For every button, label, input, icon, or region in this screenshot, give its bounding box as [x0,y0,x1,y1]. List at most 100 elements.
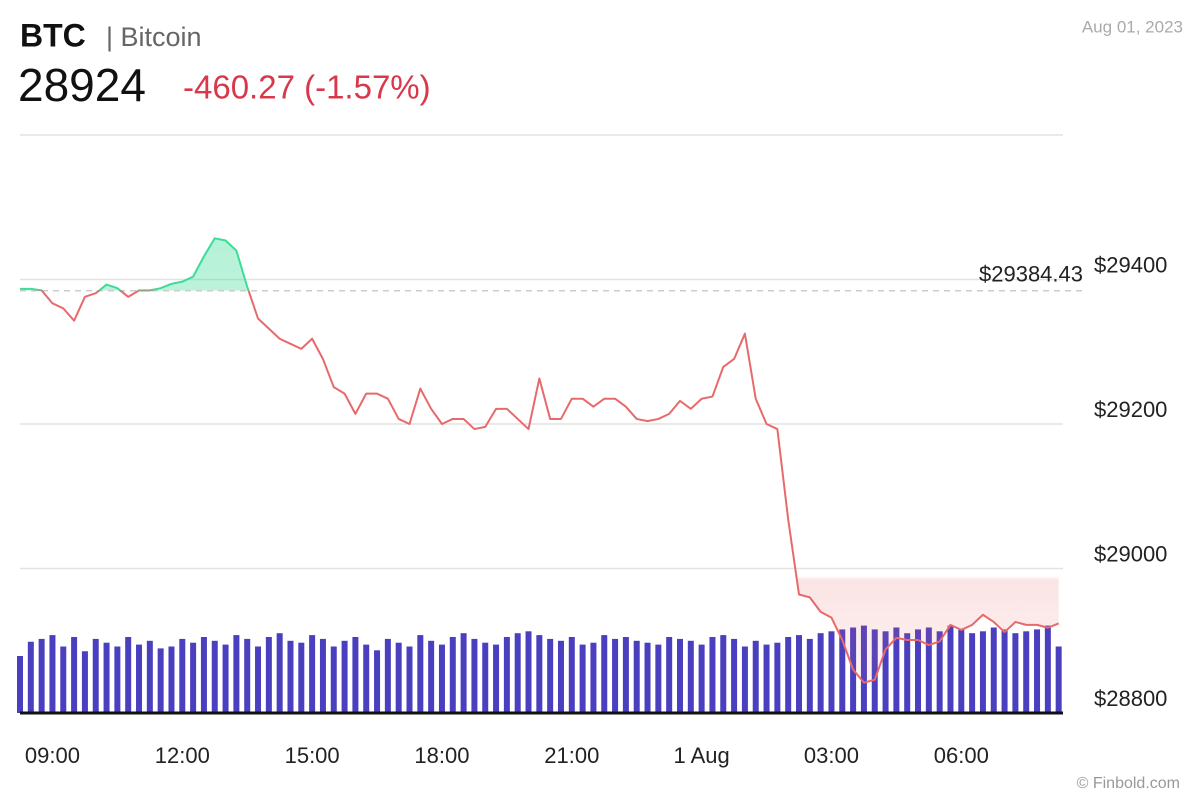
volume-bar [525,631,532,713]
volume-bar [81,651,88,713]
x-tick-label: 15:00 [285,743,340,768]
volume-bar [341,640,348,713]
volume-bar [309,635,316,713]
volume-bar [763,644,770,713]
x-tick-label: 09:00 [25,743,80,768]
volume-bar [503,637,510,713]
x-tick-label: 21:00 [544,743,599,768]
volume-bar [557,640,564,713]
volume-bar [49,635,56,713]
volume-bar [125,637,132,713]
volume-bar [893,627,900,713]
volume-bar [774,642,781,713]
volume-bar [839,629,846,713]
volume-bar [38,638,45,713]
volume-bar [200,637,207,713]
volume-bar [406,646,413,713]
volume-bar [958,629,965,713]
y-tick-label: $28800 [1094,686,1167,711]
volume-bar [720,635,727,713]
volume-bar [925,627,932,713]
y-tick-label: $29200 [1094,397,1167,422]
volume-bar [612,638,619,713]
volume-bar [157,648,164,713]
volume-bar [374,650,381,713]
volume-bar [493,644,500,713]
volume-bar [568,637,575,713]
volume-bar [904,633,911,713]
volume-bar [514,633,521,713]
volume-bar [352,637,359,713]
volume-bar [428,640,435,713]
volume-bar [211,640,218,713]
price-line [20,237,1060,684]
volume-bar [536,635,543,713]
volume-bar [233,635,240,713]
volume-bar [731,638,738,713]
volume-bar [947,625,954,713]
volume-bar [17,656,23,713]
y-tick-label: $29400 [1094,252,1167,277]
volume-bar [460,633,467,713]
volume-bar [27,641,34,713]
x-tick-label: 1 Aug [673,743,729,768]
volume-bar [817,633,824,713]
x-tick-label: 06:00 [934,743,989,768]
volume-bar [622,637,629,713]
volume-bar [384,638,391,713]
volume-bar [1034,629,1041,713]
price-area [20,238,1059,683]
volume-bar [71,637,78,713]
volume-bar [298,642,305,713]
volume-bar [915,629,922,713]
volume-bar [330,646,337,713]
volume-bar [590,642,597,713]
volume-bar [179,638,186,713]
volume-bar [1023,631,1030,713]
volume-bar [741,646,748,713]
volume-bar [882,631,889,713]
volume-bar [990,627,997,713]
volume-bar [687,640,694,713]
volume-bar [103,642,110,713]
volume-bar [60,646,67,713]
volume-bar [969,633,976,713]
x-tick-label: 03:00 [804,743,859,768]
price: 28924 [18,59,146,111]
x-tick-label: 18:00 [414,743,469,768]
volume-bar [979,631,986,713]
volume-bar [1012,633,1019,713]
volume-bar [644,642,651,713]
volume-bar [752,640,759,713]
volume-bar [547,638,554,713]
volume-bar [633,640,640,713]
volume-bar [936,631,943,713]
volume-bar [666,637,673,713]
price-change: -460.27 (-1.57%) [183,69,431,106]
volume-bar [168,646,175,713]
volume-bar [1055,646,1062,713]
volume-bar [363,644,370,713]
asset-name: | Bitcoin [106,22,202,52]
volume-bar [438,644,445,713]
volume-bar [698,644,705,713]
volume-bar [319,638,326,713]
volume-bar [579,644,586,713]
volume-bar [417,635,424,713]
x-tick-label: 12:00 [155,743,210,768]
volume-bar [244,638,251,713]
volume-bar [449,637,456,713]
volume-bar [1044,625,1051,713]
symbol: BTC [20,17,86,53]
volume-bar [114,646,121,713]
reference-label: $29384.43 [979,262,1083,287]
volume-bar [601,635,608,713]
date: Aug 01, 2023 [1082,17,1183,36]
volume-bar [190,642,197,713]
volume-bar [482,642,489,713]
credit: © Finbold.com [1077,775,1180,792]
volume-bar [92,638,99,713]
volume-bar [1001,629,1008,713]
volume-bar [276,633,283,713]
